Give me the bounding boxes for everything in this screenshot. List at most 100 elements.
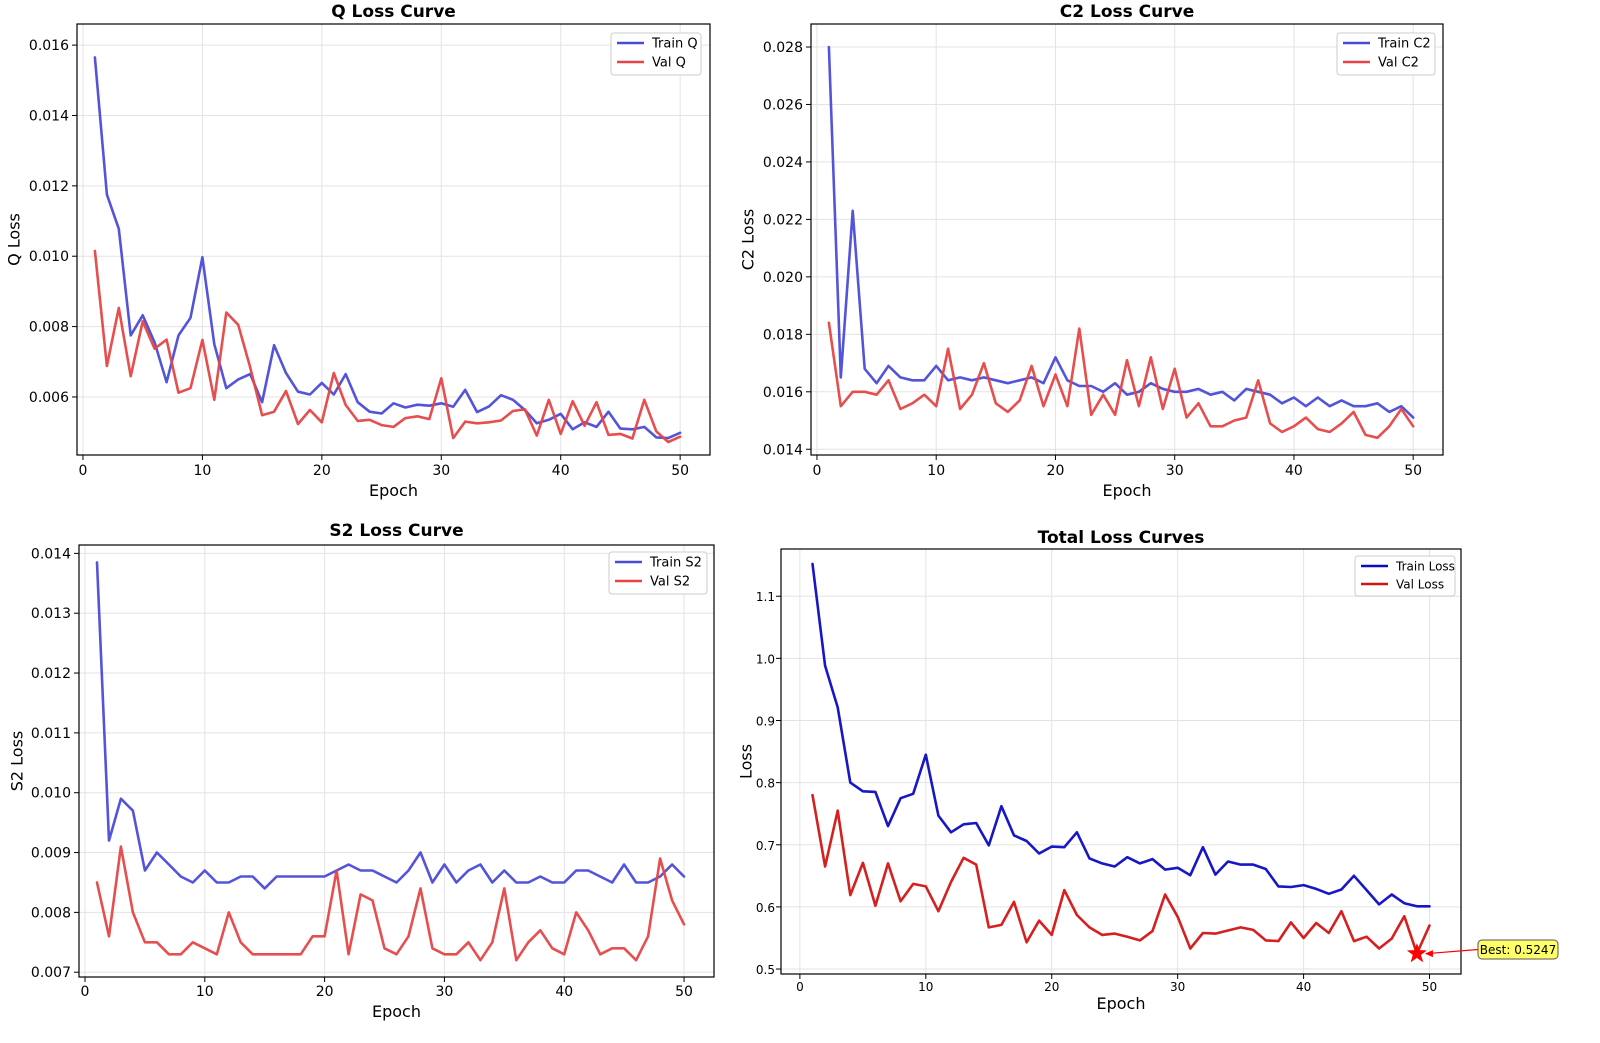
x-axis-label: Epoch bbox=[1103, 481, 1152, 500]
legend-label: Val C2 bbox=[1378, 56, 1419, 71]
y-axis-label: C2 Loss bbox=[739, 209, 758, 271]
x-tick-label: 0 bbox=[79, 463, 88, 479]
y-tick-label: 0.9 bbox=[756, 714, 775, 728]
y-tick-label: 0.008 bbox=[29, 320, 69, 336]
x-axis-label: Epoch bbox=[372, 1002, 421, 1021]
x-tick-label: 50 bbox=[1422, 980, 1437, 994]
x-tick-label: 50 bbox=[675, 984, 693, 1000]
x-tick-label: 10 bbox=[927, 463, 945, 479]
y-tick-label: 0.014 bbox=[31, 546, 71, 562]
chart-panel-1: 0 10 20 30 40 50 0.006 0.008 0.010 0.012 0.014 0.01… bbox=[5, 2, 711, 500]
y-tick-label: 1.1 bbox=[756, 590, 775, 604]
x-tick-label: 20 bbox=[1047, 463, 1065, 479]
legend-label: Train Loss bbox=[1395, 560, 1455, 574]
legend-label: Val Q bbox=[652, 56, 686, 71]
axes-frame bbox=[780, 548, 1462, 975]
series-line-train-s2 bbox=[95, 561, 686, 890]
x-tick-label: 10 bbox=[196, 984, 214, 1000]
y-tick-label: 0.022 bbox=[763, 212, 803, 228]
y-tick-label: 0.016 bbox=[763, 385, 803, 401]
y-tick-label: 0.016 bbox=[29, 38, 69, 54]
legend-label: Train Q bbox=[651, 37, 698, 52]
plot-area bbox=[79, 545, 714, 977]
x-tick-label: 40 bbox=[555, 984, 573, 1000]
x-tick-label: 20 bbox=[1044, 980, 1059, 994]
chart-title: Total Loss Curves bbox=[1038, 528, 1205, 548]
chart-panel-4: 0 10 20 30 40 50 0.5 0.6 0.7 0.8 0.9 1.0 1.1 Total Lo… bbox=[737, 528, 1559, 1013]
x-tick-label: 40 bbox=[1296, 980, 1311, 994]
legend: Train Q Val Q bbox=[610, 32, 702, 76]
y-tick-label: 0.6 bbox=[756, 901, 775, 915]
legend: Train S2 Val S2 bbox=[608, 551, 708, 595]
plot-area bbox=[811, 24, 1443, 455]
x-tick-label: 20 bbox=[316, 984, 334, 1000]
chart-panel-3: 0 10 20 30 40 50 0.007 0.008 0.009 0.010 0.011 0.01… bbox=[8, 521, 715, 1021]
y-axis-label: S2 Loss bbox=[8, 731, 27, 792]
axes-frame bbox=[76, 23, 711, 456]
y-tick-label: 0.012 bbox=[31, 666, 71, 682]
x-tick-label: 30 bbox=[1170, 980, 1185, 994]
y-axis-label: Q Loss bbox=[5, 213, 24, 266]
legend-label: Val Loss bbox=[1396, 578, 1444, 592]
x-tick-label: 50 bbox=[671, 463, 689, 479]
y-tick-label: 0.014 bbox=[763, 442, 803, 458]
annotation-label: Best: 0.5247 bbox=[1480, 943, 1556, 957]
x-tick-label: 20 bbox=[313, 463, 331, 479]
chart-title: S2 Loss Curve bbox=[329, 521, 463, 541]
annotation-arrowhead bbox=[1424, 950, 1433, 958]
x-tick-label: 30 bbox=[432, 463, 450, 479]
x-tick-label: 10 bbox=[193, 463, 211, 479]
y-tick-label: 0.012 bbox=[29, 179, 69, 195]
legend-label: Train C2 bbox=[1377, 37, 1431, 52]
chart-panel-2: 0 10 20 30 40 50 0.014 0.016 0.018 0.020 0.022 0.02… bbox=[739, 2, 1444, 500]
y-tick-label: 0.5 bbox=[756, 963, 775, 977]
y-tick-label: 0.018 bbox=[763, 327, 803, 343]
x-tick-label: 0 bbox=[81, 984, 90, 1000]
y-tick-label: 0.013 bbox=[31, 606, 71, 622]
series-line-val-s2 bbox=[95, 845, 686, 962]
x-axis-label: Epoch bbox=[1097, 994, 1146, 1013]
chart-title: C2 Loss Curve bbox=[1060, 2, 1194, 22]
x-axis-label: Epoch bbox=[369, 481, 418, 500]
legend-label: Train S2 bbox=[649, 556, 702, 571]
annotation-arrow bbox=[1425, 948, 1479, 955]
x-tick-label: 40 bbox=[552, 463, 570, 479]
y-tick-label: 0.010 bbox=[31, 786, 71, 802]
x-tick-label: 0 bbox=[796, 980, 804, 994]
plot-area bbox=[781, 549, 1461, 974]
y-tick-label: 1.0 bbox=[756, 652, 775, 666]
legend: Train C2 Val C2 bbox=[1336, 32, 1436, 76]
y-tick-label: 0.024 bbox=[763, 155, 803, 171]
series-line-val-loss bbox=[811, 793, 1431, 955]
x-tick-label: 40 bbox=[1285, 463, 1303, 479]
y-tick-label: 0.008 bbox=[31, 905, 71, 921]
axes-frame bbox=[810, 23, 1444, 456]
x-tick-label: 10 bbox=[918, 980, 933, 994]
legend: Train Loss Val Loss bbox=[1354, 555, 1456, 597]
x-tick-label: 30 bbox=[1166, 463, 1184, 479]
axes-frame bbox=[78, 544, 715, 978]
series-line-val-c2 bbox=[827, 321, 1415, 440]
series-line-val-q bbox=[93, 249, 682, 444]
y-tick-label: 0.010 bbox=[29, 249, 69, 265]
x-tick-label: 30 bbox=[436, 984, 454, 1000]
y-tick-label: 0.026 bbox=[763, 97, 803, 113]
plot-area bbox=[77, 24, 710, 455]
x-tick-label: 0 bbox=[813, 463, 822, 479]
chart-title: Q Loss Curve bbox=[331, 2, 456, 22]
legend-label: Val S2 bbox=[650, 575, 690, 590]
y-tick-label: 0.011 bbox=[31, 726, 71, 742]
series-line-train-loss bbox=[811, 562, 1431, 908]
y-tick-label: 0.8 bbox=[756, 777, 775, 791]
y-axis-label: Loss bbox=[737, 744, 756, 779]
best-star-marker bbox=[1406, 942, 1428, 963]
y-tick-label: 0.028 bbox=[763, 40, 803, 56]
y-tick-label: 0.006 bbox=[29, 390, 69, 406]
y-tick-label: 0.007 bbox=[31, 965, 71, 981]
y-tick-label: 0.020 bbox=[763, 270, 803, 286]
y-tick-label: 0.7 bbox=[756, 839, 775, 853]
x-tick-label: 50 bbox=[1404, 463, 1422, 479]
y-tick-label: 0.014 bbox=[29, 108, 69, 124]
annotation-box bbox=[1477, 939, 1559, 960]
